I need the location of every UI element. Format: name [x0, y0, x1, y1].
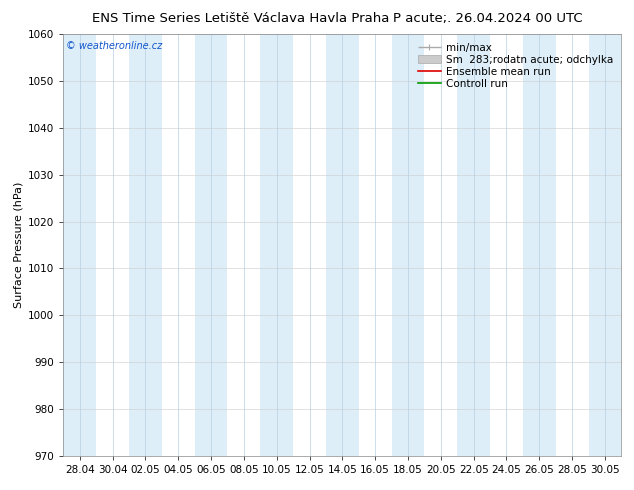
Bar [588, 34, 621, 456]
Bar [261, 34, 293, 456]
Bar [326, 34, 359, 456]
Bar [457, 34, 490, 456]
Y-axis label: Surface Pressure (hPa): Surface Pressure (hPa) [14, 182, 24, 308]
Bar [63, 34, 96, 456]
Bar [523, 34, 555, 456]
Legend: min/max, Sm  283;rodatn acute; odchylka, Ensemble mean run, Controll run: min/max, Sm 283;rodatn acute; odchylka, … [415, 40, 616, 92]
Bar [195, 34, 228, 456]
Text: © weatheronline.cz: © weatheronline.cz [66, 41, 162, 50]
Text: ENS Time Series Letiště Václava Havla Praha: ENS Time Series Letiště Václava Havla Pr… [92, 12, 390, 25]
Text: P acute;. 26.04.2024 00 UTC: P acute;. 26.04.2024 00 UTC [393, 12, 583, 25]
Bar [129, 34, 162, 456]
Bar [392, 34, 424, 456]
